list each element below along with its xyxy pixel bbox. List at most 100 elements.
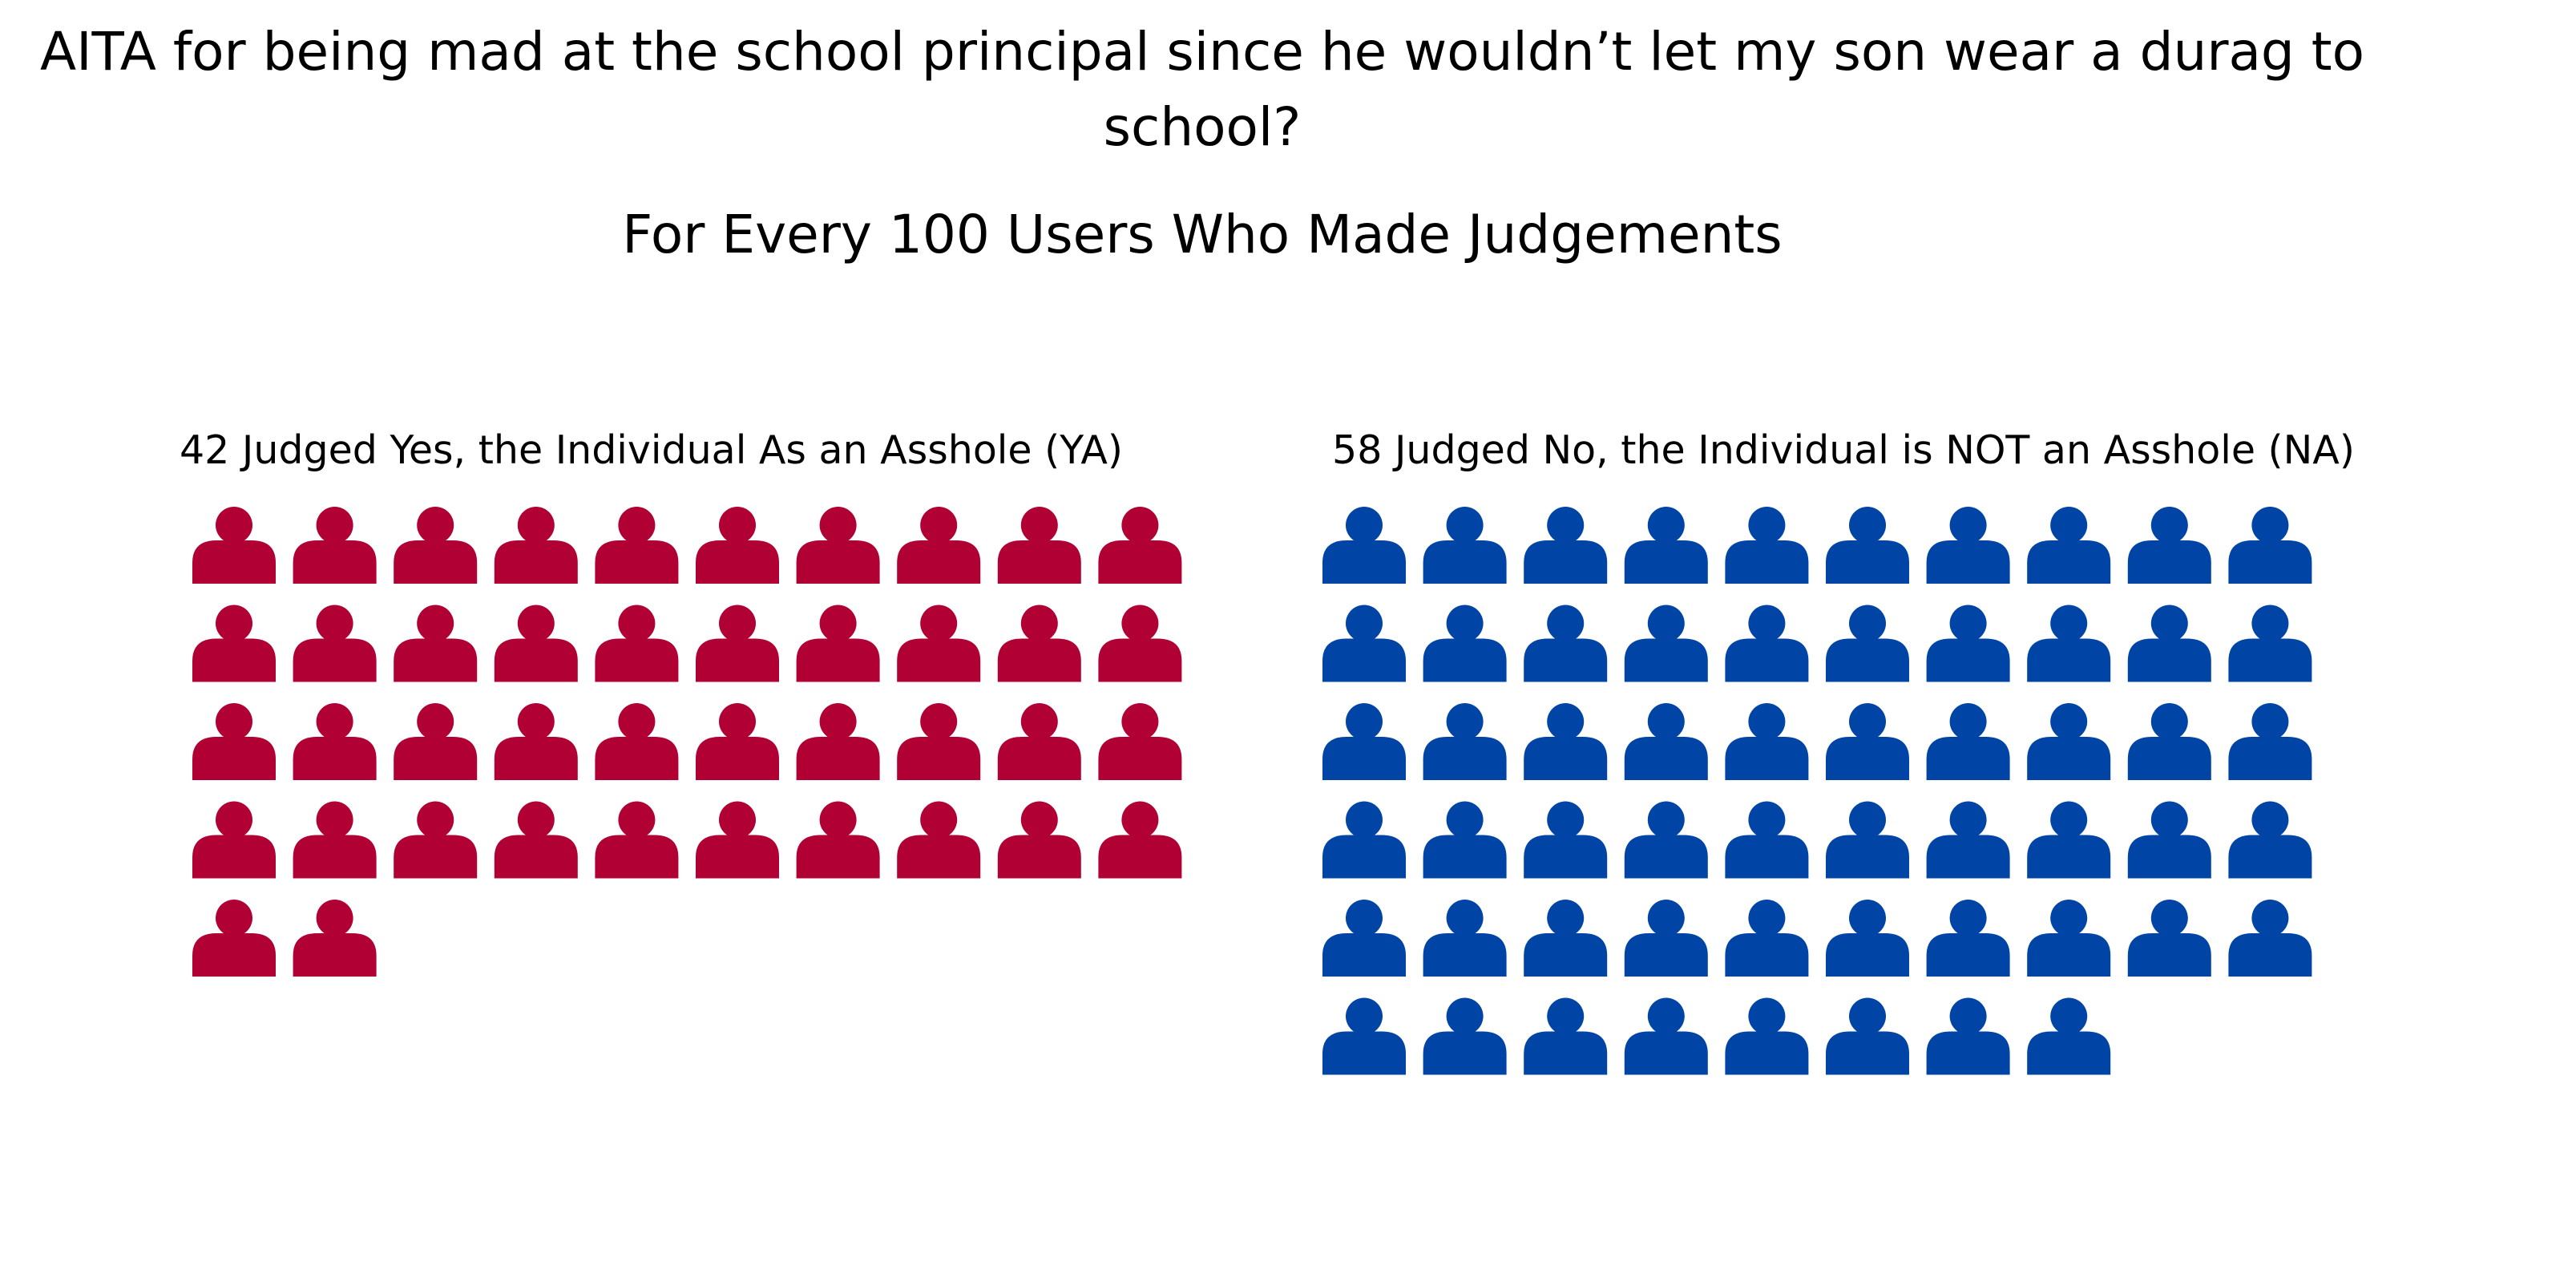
ya-person-icon — [595, 801, 679, 879]
na-person-icon — [1322, 997, 1406, 1075]
na-person-icon — [1322, 801, 1406, 879]
na-person-icon — [1926, 507, 2010, 584]
na-person-icon — [2027, 605, 2111, 682]
na-person-icon — [1826, 605, 1909, 682]
ya-panel-title: 42 Judged Yes, the Individual As an Assh… — [179, 427, 1124, 473]
na-panel-title: 58 Judged No, the Individual is NOT an A… — [1332, 427, 2355, 473]
ya-person-icon — [494, 605, 578, 682]
na-person-icon — [1926, 801, 2010, 879]
na-person-icon — [1423, 605, 1507, 682]
ya-person-icon — [293, 900, 377, 977]
na-person-icon — [1826, 900, 1909, 977]
na-person-icon — [1926, 997, 2010, 1075]
ya-person-icon — [997, 703, 1081, 780]
na-person-icon — [2127, 605, 2211, 682]
na-person-icon — [1322, 900, 1406, 977]
ya-person-icon — [293, 605, 377, 682]
na-person-icon — [1423, 900, 1507, 977]
na-person-icon — [1524, 801, 1608, 879]
na-person-icon — [2027, 801, 2111, 879]
na-person-icon — [2027, 997, 2111, 1075]
ya-person-icon — [494, 801, 578, 879]
ya-person-icon — [394, 703, 478, 780]
na-person-icon — [1524, 605, 1608, 682]
na-person-icon — [2027, 703, 2111, 780]
ya-person-icon — [595, 605, 679, 682]
na-person-icon — [1524, 900, 1608, 977]
ya-person-icon — [796, 703, 880, 780]
ya-person-icon — [696, 507, 779, 584]
ya-person-icon — [192, 703, 276, 780]
chart-title: AITA for being mad at the school princip… — [39, 21, 2365, 158]
ya-person-icon — [595, 703, 679, 780]
na-person-icon — [1926, 900, 2010, 977]
na-person-icon — [1624, 507, 1708, 584]
na-person-icon — [1524, 507, 1608, 584]
na-person-icon — [1524, 703, 1608, 780]
na-person-icon — [1423, 997, 1507, 1075]
na-person-icon — [2228, 703, 2312, 780]
na-person-icon — [2228, 900, 2312, 977]
ya-person-icon — [394, 605, 478, 682]
na-person-icon — [1624, 997, 1708, 1075]
na-icon-group — [1322, 507, 2312, 1075]
na-person-icon — [1826, 997, 1909, 1075]
ya-person-icon — [394, 507, 478, 584]
ya-person-icon — [997, 801, 1081, 879]
ya-person-icon — [1098, 605, 1182, 682]
na-person-icon — [2228, 801, 2312, 879]
na-person-icon — [1423, 801, 1507, 879]
na-person-icon — [2127, 801, 2211, 879]
ya-person-icon — [1098, 801, 1182, 879]
na-person-icon — [1725, 605, 1809, 682]
ya-person-icon — [494, 703, 578, 780]
na-person-icon — [1624, 801, 1708, 879]
na-person-icon — [2027, 507, 2111, 584]
ya-person-icon — [696, 801, 779, 879]
ya-person-icon — [1098, 703, 1182, 780]
ya-person-icon — [997, 507, 1081, 584]
ya-person-icon — [897, 703, 981, 780]
ya-person-icon — [796, 605, 880, 682]
na-person-icon — [2127, 900, 2211, 977]
ya-person-icon — [696, 703, 779, 780]
na-person-icon — [1826, 801, 1909, 879]
na-person-icon — [1423, 703, 1507, 780]
na-person-icon — [1624, 703, 1708, 780]
na-person-icon — [1926, 703, 2010, 780]
na-person-icon — [1725, 507, 1809, 584]
na-person-icon — [2228, 605, 2312, 682]
ya-person-icon — [1098, 507, 1182, 584]
ya-person-icon — [192, 507, 276, 584]
na-person-icon — [1624, 900, 1708, 977]
ya-person-icon — [293, 703, 377, 780]
na-person-icon — [1725, 900, 1809, 977]
ya-person-icon — [192, 900, 276, 977]
ya-person-icon — [494, 507, 578, 584]
ya-person-icon — [192, 801, 276, 879]
na-person-icon — [1725, 703, 1809, 780]
na-person-icon — [1322, 703, 1406, 780]
na-person-icon — [1826, 703, 1909, 780]
ya-person-icon — [293, 507, 377, 584]
na-person-icon — [1322, 507, 1406, 584]
na-person-icon — [1725, 997, 1809, 1075]
na-person-icon — [1423, 507, 1507, 584]
ya-person-icon — [293, 801, 377, 879]
ya-person-icon — [796, 507, 880, 584]
na-person-icon — [1322, 605, 1406, 682]
ya-person-icon — [696, 605, 779, 682]
na-person-icon — [2228, 507, 2312, 584]
na-person-icon — [1826, 507, 1909, 584]
na-person-icon — [2027, 900, 2111, 977]
chart-subtitle: For Every 100 Users Who Made Judgements — [622, 204, 1783, 265]
ya-person-icon — [394, 801, 478, 879]
ya-person-icon — [997, 605, 1081, 682]
na-person-icon — [1926, 605, 2010, 682]
na-person-icon — [1624, 605, 1708, 682]
ya-person-icon — [897, 605, 981, 682]
ya-icon-group — [192, 507, 1182, 977]
ya-person-icon — [897, 507, 981, 584]
ya-person-icon — [796, 801, 880, 879]
